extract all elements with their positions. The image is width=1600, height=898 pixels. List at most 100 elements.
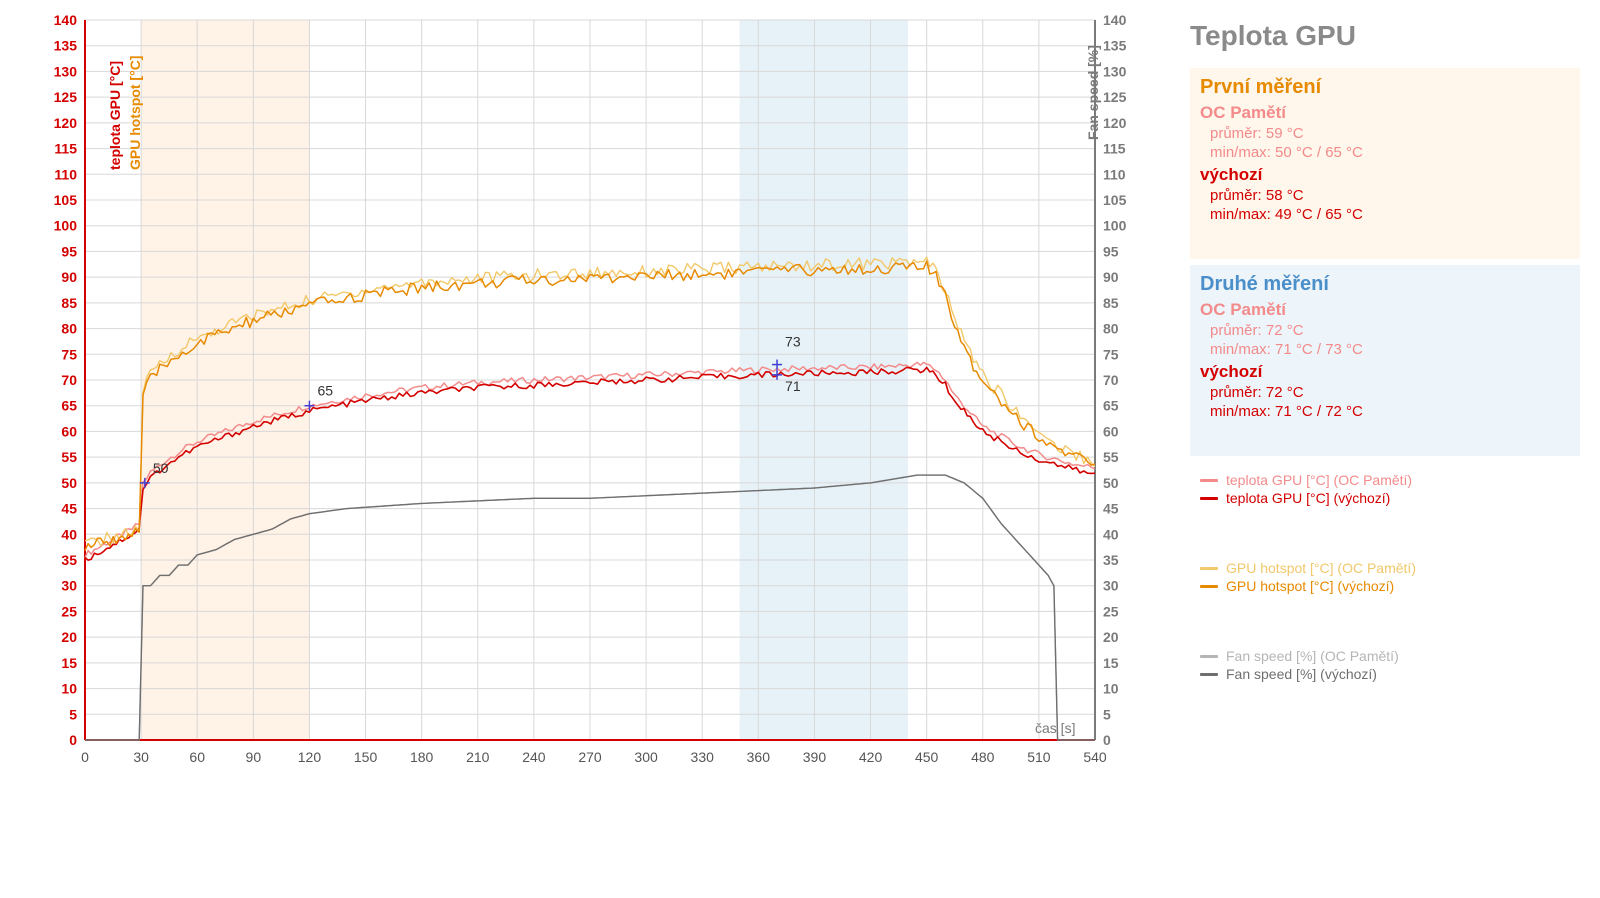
svg-text:25: 25: [1103, 603, 1119, 619]
svg-text:105: 105: [54, 192, 78, 208]
legend-label: Fan speed [%] (OC Pamětí): [1226, 648, 1399, 664]
svg-text:25: 25: [61, 603, 77, 619]
panel-group-title: výchozí: [1200, 165, 1570, 185]
page-title: Teplota GPU: [1190, 20, 1580, 52]
legend-item: GPU hotspot [°C] (výchozí): [1200, 578, 1570, 594]
svg-text:115: 115: [54, 141, 77, 157]
legend-swatch: [1200, 655, 1218, 658]
svg-text:55: 55: [61, 449, 77, 465]
svg-text:5: 5: [1103, 706, 1111, 722]
svg-text:125: 125: [1103, 89, 1127, 105]
svg-text:50: 50: [153, 460, 169, 476]
svg-text:75: 75: [1103, 346, 1119, 362]
svg-text:60: 60: [61, 423, 77, 439]
panel-stat: min/max: 71 °C / 72 °C: [1210, 403, 1570, 420]
svg-text:45: 45: [1103, 501, 1119, 517]
svg-text:540: 540: [1083, 749, 1107, 765]
svg-text:130: 130: [54, 63, 78, 79]
svg-text:40: 40: [61, 526, 77, 542]
svg-text:110: 110: [1103, 166, 1126, 182]
svg-text:40: 40: [1103, 526, 1119, 542]
svg-text:90: 90: [1103, 269, 1119, 285]
svg-text:140: 140: [54, 12, 78, 28]
svg-text:15: 15: [1103, 655, 1119, 671]
legend-label: Fan speed [%] (výchozí): [1226, 666, 1377, 682]
svg-text:120: 120: [54, 115, 78, 131]
panel-stat: min/max: 50 °C / 65 °C: [1210, 144, 1570, 161]
svg-text:50: 50: [61, 475, 77, 491]
panel-stat: průměr: 72 °C: [1210, 322, 1570, 339]
svg-text:10: 10: [1103, 681, 1119, 697]
legend-label: GPU hotspot [°C] (OC Pamětí): [1226, 560, 1416, 576]
svg-text:50: 50: [1103, 475, 1119, 491]
legend-label: teplota GPU [°C] (OC Pamětí): [1226, 472, 1412, 488]
svg-text:90: 90: [61, 269, 77, 285]
svg-text:15: 15: [61, 655, 77, 671]
svg-text:140: 140: [1103, 12, 1127, 28]
svg-text:30: 30: [61, 578, 77, 594]
sidebar: Teplota GPU První měřeníOC Pamětíprůměr:…: [1180, 0, 1600, 898]
svg-text:135: 135: [1103, 38, 1127, 54]
svg-text:100: 100: [1103, 218, 1127, 234]
svg-text:0: 0: [1103, 732, 1111, 748]
legend-item: GPU hotspot [°C] (OC Pamětí): [1200, 560, 1570, 576]
axis-label: GPU hotspot [°C]: [127, 56, 143, 170]
svg-text:60: 60: [189, 749, 205, 765]
axis-label: Fan speed [%]: [1085, 45, 1101, 140]
svg-text:420: 420: [859, 749, 883, 765]
panel-prvni: První měřeníOC Pamětíprůměr: 59 °Cmin/ma…: [1190, 68, 1580, 259]
panel-stat: průměr: 72 °C: [1210, 384, 1570, 401]
panel-title: První měření: [1200, 76, 1570, 99]
legend-group: teplota GPU [°C] (OC Pamětí) teplota GPU …: [1190, 462, 1580, 516]
x-axis-title: čas [s]: [1035, 720, 1075, 736]
legend-swatch: [1200, 585, 1218, 588]
svg-text:35: 35: [1103, 552, 1119, 568]
legend-group: GPU hotspot [°C] (OC Pamětí) GPU hotspot …: [1190, 550, 1580, 604]
svg-text:5: 5: [69, 706, 77, 722]
svg-text:135: 135: [54, 38, 78, 54]
svg-text:240: 240: [522, 749, 546, 765]
svg-text:70: 70: [1103, 372, 1119, 388]
legend-label: teplota GPU [°C] (výchozí): [1226, 490, 1390, 506]
svg-text:65: 65: [317, 383, 333, 399]
legend-item: teplota GPU [°C] (OC Pamětí): [1200, 472, 1570, 488]
svg-text:71: 71: [785, 378, 801, 394]
legend-swatch: [1200, 567, 1218, 570]
svg-text:180: 180: [410, 749, 434, 765]
svg-text:10: 10: [61, 681, 77, 697]
svg-text:125: 125: [54, 89, 78, 105]
panel-druhe: Druhé měřeníOC Pamětíprůměr: 72 °Cmin/ma…: [1190, 265, 1580, 456]
panel-group-title: výchozí: [1200, 362, 1570, 382]
svg-text:270: 270: [578, 749, 602, 765]
svg-text:120: 120: [1103, 115, 1127, 131]
svg-text:95: 95: [61, 243, 77, 259]
axis-label: teplota GPU [°C]: [107, 61, 123, 170]
svg-text:60: 60: [1103, 423, 1119, 439]
svg-text:0: 0: [69, 732, 77, 748]
svg-text:130: 130: [1103, 63, 1127, 79]
legend-item: Fan speed [%] (výchozí): [1200, 666, 1570, 682]
svg-text:120: 120: [298, 749, 322, 765]
svg-text:65: 65: [1103, 398, 1119, 414]
svg-text:70: 70: [61, 372, 77, 388]
svg-text:45: 45: [61, 501, 77, 517]
svg-text:210: 210: [466, 749, 490, 765]
svg-text:85: 85: [1103, 295, 1119, 311]
svg-text:35: 35: [61, 552, 77, 568]
svg-text:110: 110: [54, 166, 77, 182]
chart-area: 0055101015152020252530303535404045455050…: [0, 0, 1180, 800]
svg-text:115: 115: [1103, 141, 1126, 157]
legend-swatch: [1200, 497, 1218, 500]
legend-label: GPU hotspot [°C] (výchozí): [1226, 578, 1394, 594]
svg-text:100: 100: [54, 218, 78, 234]
svg-text:80: 80: [61, 321, 77, 337]
svg-text:90: 90: [246, 749, 262, 765]
svg-text:360: 360: [747, 749, 771, 765]
svg-text:105: 105: [1103, 192, 1127, 208]
svg-text:65: 65: [61, 398, 77, 414]
svg-text:95: 95: [1103, 243, 1119, 259]
panel-stat: min/max: 49 °C / 65 °C: [1210, 206, 1570, 223]
panel-stat: průměr: 58 °C: [1210, 187, 1570, 204]
svg-text:480: 480: [971, 749, 995, 765]
legend-item: Fan speed [%] (OC Pamětí): [1200, 648, 1570, 664]
